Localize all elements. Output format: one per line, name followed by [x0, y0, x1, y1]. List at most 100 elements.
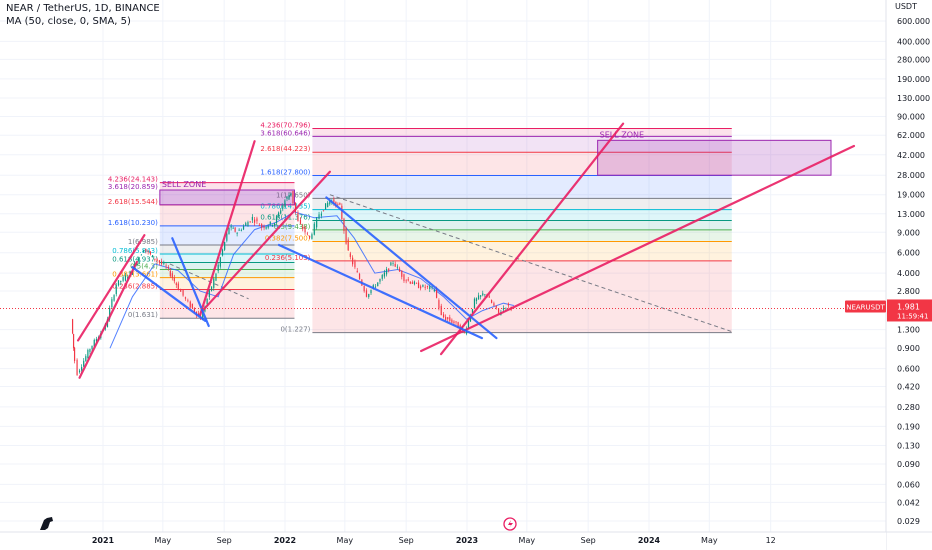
candle-body: [306, 233, 308, 235]
candle-body: [76, 359, 78, 376]
sell-zone-1[interactable]: SELL ZONE: [159, 180, 295, 206]
candle-body: [221, 249, 224, 256]
candle-body: [93, 339, 95, 347]
fib-band: [159, 182, 295, 191]
fib-level-label: 0.382(7.500): [265, 234, 311, 242]
candle-body: [226, 233, 228, 241]
time-tick-label: 2021: [92, 536, 115, 545]
candle-body: [184, 297, 187, 299]
candle-body: [488, 296, 490, 298]
indicator-legend[interactable]: MA (50, close, 0, SMA, 5): [6, 16, 131, 27]
candle-body: [269, 221, 271, 225]
symbol-legend[interactable]: NEAR / TetherUS, 1D, BINANCE: [6, 3, 160, 14]
candle-body: [392, 263, 394, 264]
candle-body: [415, 282, 418, 284]
candle-body: [435, 287, 438, 298]
trendline[interactable]: [171, 237, 210, 328]
candle-body: [129, 271, 131, 275]
candle-body: [275, 216, 278, 224]
price-tick-label: 4.000: [897, 269, 920, 278]
candle-body: [156, 259, 158, 262]
fib-level-label: 0.5(9.438): [274, 223, 311, 231]
candle-body: [189, 301, 191, 308]
candle-body: [292, 191, 294, 204]
sell-zone-2[interactable]: SELL ZONE: [597, 130, 832, 176]
candle-body: [327, 202, 329, 208]
candle-body: [349, 253, 351, 257]
logo-shape: [40, 517, 53, 530]
candle-body: [358, 273, 361, 280]
event-marker-icon[interactable]: [503, 517, 517, 531]
time-tick-label: May: [519, 536, 536, 545]
candle-body: [182, 289, 184, 296]
candle-body: [505, 307, 507, 309]
fib-band: [312, 209, 732, 221]
price-tick-label: 9.000: [897, 228, 920, 237]
candle-body: [165, 265, 167, 267]
trendline[interactable]: [131, 266, 207, 322]
candle-body: [202, 310, 204, 321]
time-tick-label: Sep: [217, 536, 232, 545]
fib-band: [312, 152, 732, 176]
price-tag-bg: [887, 299, 932, 322]
time-axis[interactable]: 2021 May Sep 2022 May Sep 2023 May Sep 2024 May 12: [0, 531, 932, 550]
candle-body: [379, 279, 381, 282]
fib-level-label: 0.618(4.937): [112, 256, 158, 264]
fib-band: [159, 245, 295, 255]
candle-body: [422, 284, 424, 287]
candle-body: [236, 233, 238, 234]
ma-line: [109, 211, 515, 349]
time-tick-label: 2023: [456, 536, 478, 545]
candle-body: [206, 298, 208, 305]
candle-body: [480, 295, 482, 297]
time-tick-label: Sep: [399, 536, 414, 545]
currency-label: USDT: [895, 2, 917, 11]
candle-body: [438, 300, 440, 309]
candle-body: [385, 269, 388, 275]
candle-body: [471, 309, 474, 314]
candle-body: [363, 286, 365, 292]
candle-body: [169, 270, 171, 277]
candle-body: [411, 282, 413, 284]
trendline[interactable]: [201, 170, 331, 312]
trendline[interactable]: [78, 260, 139, 379]
price-axis-bg: [886, 0, 932, 550]
candle-body: [463, 331, 466, 333]
trendline[interactable]: [277, 243, 484, 340]
price-tick-label: 6.000: [897, 249, 920, 258]
candle-body: [115, 284, 117, 295]
candle-body: [442, 314, 445, 318]
event-bolt: [508, 520, 513, 528]
candle-body: [286, 196, 288, 199]
grid: [0, 0, 886, 532]
candle-body: [242, 225, 245, 230]
candle-body: [280, 210, 282, 214]
price-tick-label: 0.029: [897, 517, 920, 526]
candle-body: [138, 257, 140, 264]
candle-body: [163, 263, 165, 265]
candle-body: [297, 212, 299, 222]
trendline[interactable]: [325, 196, 498, 340]
trendline[interactable]: [199, 140, 256, 316]
trendline[interactable]: [420, 144, 856, 353]
candle-body: [497, 308, 500, 313]
candle-body: [322, 210, 325, 212]
price-axis[interactable]: USDT 600.000 400.000 280.000 190.000 130.000 9…: [885, 0, 932, 550]
candle-body: [249, 221, 251, 223]
trendline[interactable]: [439, 122, 625, 356]
candle-body: [433, 290, 435, 292]
candle-body: [81, 366, 83, 371]
candle-body: [383, 272, 385, 277]
countdown: 11:59:41: [897, 312, 928, 320]
fib-level-label: 2.618(15.544): [108, 198, 158, 206]
price-tick-label: 0.600: [897, 365, 920, 374]
candle-body: [495, 305, 497, 308]
candle-body: [154, 258, 156, 260]
candle-body: [294, 202, 297, 212]
trendline[interactable]: [76, 234, 146, 342]
candle-body: [111, 299, 113, 308]
fib-band: [312, 229, 732, 242]
